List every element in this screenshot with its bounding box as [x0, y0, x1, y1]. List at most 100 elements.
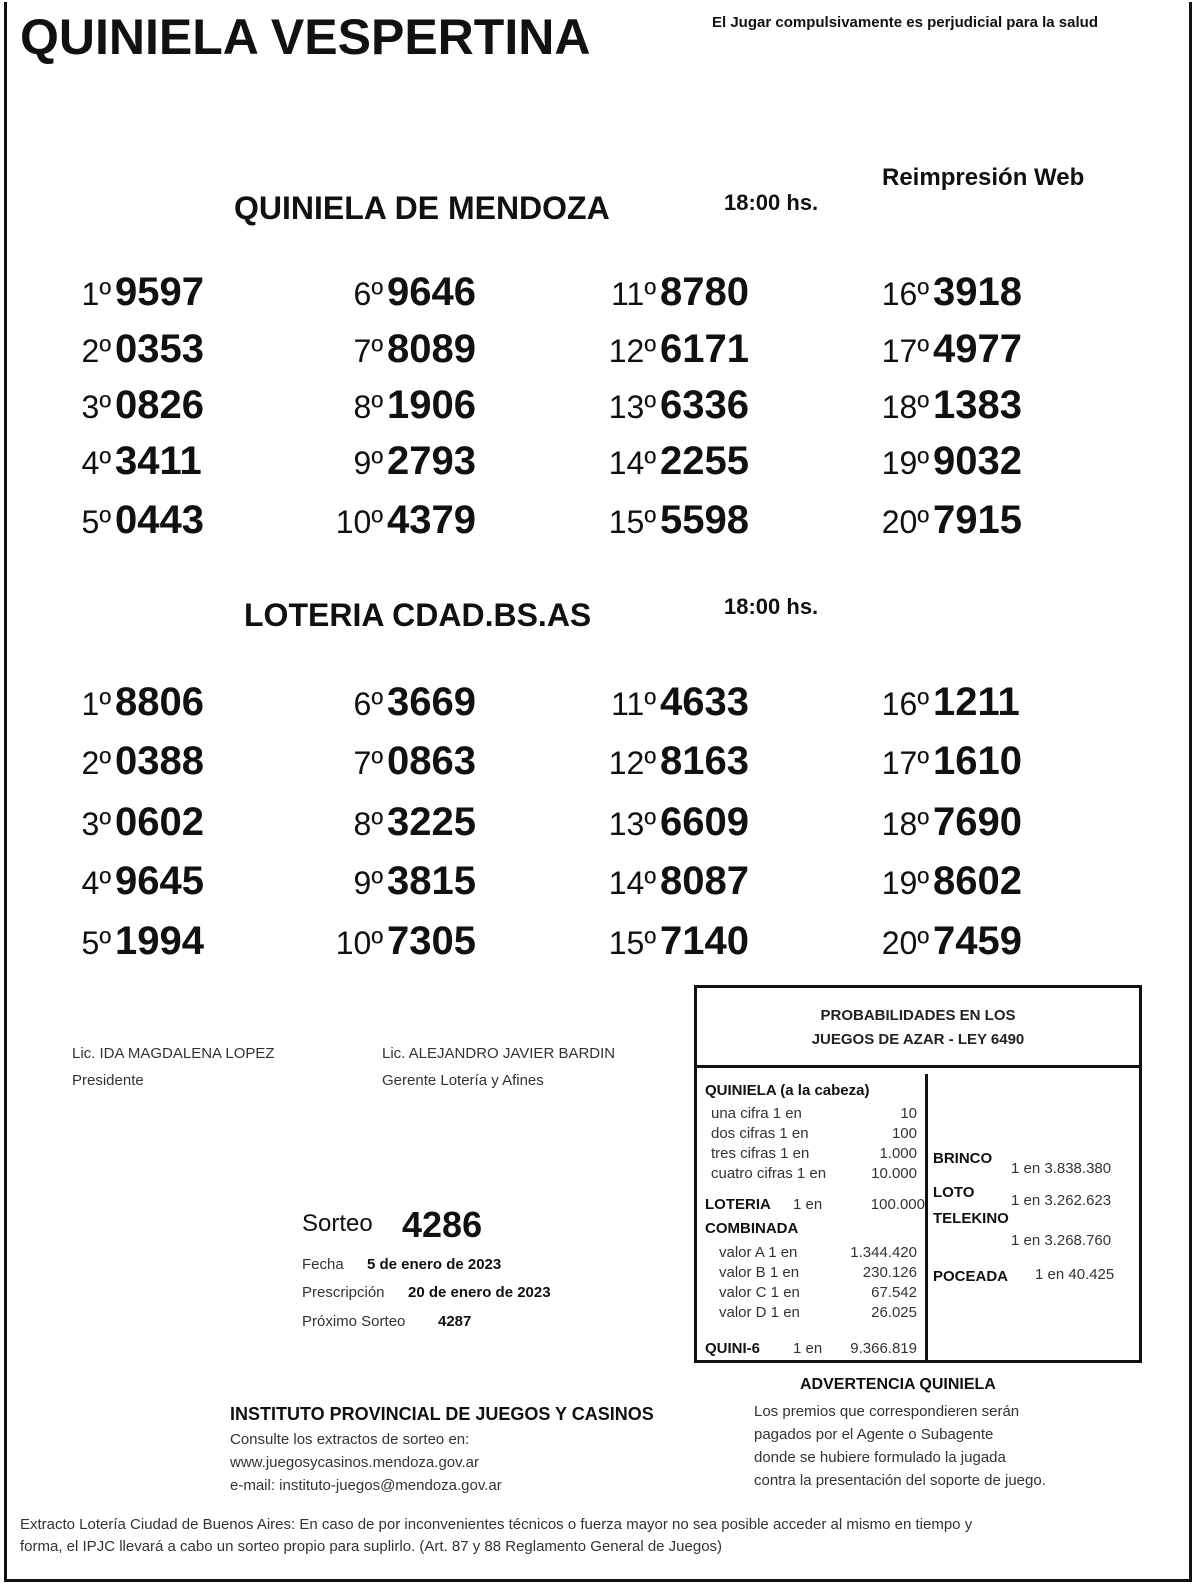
result-position: 5º: [81, 504, 111, 540]
result-number: 1994: [115, 919, 204, 963]
fecha-label: Fecha: [302, 1256, 344, 1273]
result-position: 2º: [81, 745, 111, 781]
result-position: 17º: [881, 745, 929, 781]
loto-value: 1 en 3.262.623: [1011, 1192, 1112, 1209]
result-number: 8163: [660, 739, 749, 783]
result-number: 8602: [933, 859, 1022, 903]
result-position: 13º: [608, 389, 656, 425]
result-position: 9º: [353, 445, 383, 481]
sorteo-label: Sorteo: [302, 1210, 373, 1237]
result-number: 1610: [933, 739, 1022, 783]
institute-email[interactable]: e-mail: instituto-juegos@mendoza.gov.ar: [230, 1477, 502, 1494]
result-number: 7305: [387, 919, 476, 963]
draw-time-mendoza: 18:00 hs.: [724, 190, 819, 215]
probabilities-header: PROBABILIDADES EN LOS JUEGOS DE AZAR - L…: [697, 988, 1139, 1068]
result-number: 3918: [933, 270, 1022, 314]
result-number: 0602: [115, 800, 204, 844]
advertencia-text: Los premios que correspondieren serán pa…: [754, 1400, 1046, 1492]
telekino-label: TELEKINO: [933, 1210, 1009, 1227]
result-number: 9597: [115, 270, 204, 314]
result-position: 11º: [611, 686, 656, 722]
probabilities-box: PROBABILIDADES EN LOS JUEGOS DE AZAR - L…: [694, 985, 1142, 1363]
result-position: 19º: [881, 865, 929, 901]
footer-note: Extracto Lotería Ciudad de Buenos Aires:…: [20, 1514, 972, 1558]
result-number: 3225: [387, 800, 476, 844]
loto-label: LOTO: [933, 1184, 975, 1201]
brinco-label: BRINCO: [933, 1150, 993, 1167]
result-number: 6609: [660, 800, 749, 844]
telekino-value: 1 en 3.268.760: [1011, 1232, 1112, 1249]
odds-value: 10: [900, 1105, 917, 1122]
brinco-value: 1 en 3.838.380: [1011, 1160, 1112, 1177]
institute-website[interactable]: www.juegosycasinos.mendoza.gov.ar: [230, 1454, 480, 1471]
result-number: 0388: [115, 739, 204, 783]
loteria-label: LOTERIA: [705, 1196, 771, 1213]
sorteo-number: 4286: [402, 1204, 483, 1245]
signature-manager: Lic. ALEJANDRO JAVIER BARDIN Gerente Lot…: [382, 1040, 615, 1094]
probabilities-title: PROBABILIDADES EN LOS: [820, 1007, 1016, 1024]
poceada-value: 1 en 40.425: [1035, 1266, 1115, 1283]
odds-value: 67.542: [871, 1284, 917, 1301]
result-position: 18º: [881, 806, 929, 842]
result-position: 9º: [353, 865, 383, 901]
quini6-en: 1 en: [793, 1340, 823, 1357]
result-number: 3411: [115, 439, 202, 483]
odds-label: valor D 1 en: [719, 1304, 800, 1321]
result-position: 19º: [881, 445, 929, 481]
result-number: 7690: [933, 800, 1022, 844]
result-position: 15º: [608, 925, 656, 961]
institute-contact: Consulte los extractos de sorteo en: www…: [230, 1428, 502, 1497]
result-number: 8089: [387, 327, 476, 371]
result-position: 12º: [608, 333, 656, 369]
page-border: [4, 2, 1192, 1582]
odds-label: valor B 1 en: [719, 1264, 800, 1281]
fecha-value: 5 de enero de 2023: [367, 1256, 502, 1273]
result-number: 8806: [115, 680, 204, 724]
result-position: 20º: [881, 925, 929, 961]
page-title: QUINIELA VESPERTINA: [20, 9, 591, 65]
result-position: 7º: [353, 333, 383, 369]
advertencia-line: contra la presentación del soporte de ju…: [754, 1472, 1046, 1489]
odds-value: 26.025: [871, 1304, 917, 1321]
result-position: 14º: [608, 865, 656, 901]
result-position: 4º: [81, 865, 111, 901]
odds-label: cuatro cifras 1 en: [711, 1165, 827, 1182]
result-position: 3º: [81, 389, 111, 425]
result-position: 4º: [81, 445, 111, 481]
result-position: 12º: [608, 745, 656, 781]
reprint-label: Reimpresión Web: [882, 164, 1085, 191]
result-number: 7140: [660, 919, 749, 963]
proximo-value: 4287: [438, 1313, 472, 1330]
signature-role: Presidente: [72, 1072, 144, 1089]
result-position: 15º: [608, 504, 656, 540]
proximo-label: Próximo Sorteo: [302, 1313, 406, 1330]
result-number: 0826: [115, 383, 204, 427]
result-number: 1383: [933, 383, 1022, 427]
footer-line: Extracto Lotería Ciudad de Buenos Aires:…: [20, 1516, 973, 1533]
odds-label: tres cifras 1 en: [711, 1145, 810, 1162]
footer-line: forma, el IPJC llevará a cabo un sorteo …: [20, 1538, 723, 1555]
result-number: 6336: [660, 383, 749, 427]
result-number: 2255: [660, 439, 749, 483]
result-number: 9032: [933, 439, 1022, 483]
result-position: 14º: [608, 445, 656, 481]
quini6-label: QUINI-6: [705, 1340, 761, 1357]
odds-value: 1.000: [879, 1145, 917, 1162]
odds-label: valor A 1 en: [719, 1244, 798, 1261]
result-number: 3815: [387, 859, 476, 903]
combinada-label: COMBINADA: [705, 1220, 799, 1237]
divider: [925, 1074, 928, 1360]
result-number: 5598: [660, 498, 749, 542]
result-position: 7º: [353, 745, 383, 781]
institute-name: INSTITUTO PROVINCIAL DE JUEGOS Y CASINOS: [230, 1404, 654, 1424]
quiniela-label: QUINIELA (a la cabeza): [705, 1082, 870, 1099]
quini6-value: 9.366.819: [850, 1340, 917, 1357]
result-position: 8º: [353, 806, 383, 842]
result-number: 0863: [387, 739, 476, 783]
result-position: 1º: [81, 276, 111, 312]
poceada-label: POCEADA: [933, 1268, 1009, 1285]
draw-title-mendoza: QUINIELA DE MENDOZA: [234, 190, 610, 226]
result-number: 4379: [387, 498, 476, 542]
gambling-warning: El Jugar compulsivamente es perjudicial …: [712, 14, 1098, 31]
odds-value: 10.000: [871, 1165, 917, 1182]
